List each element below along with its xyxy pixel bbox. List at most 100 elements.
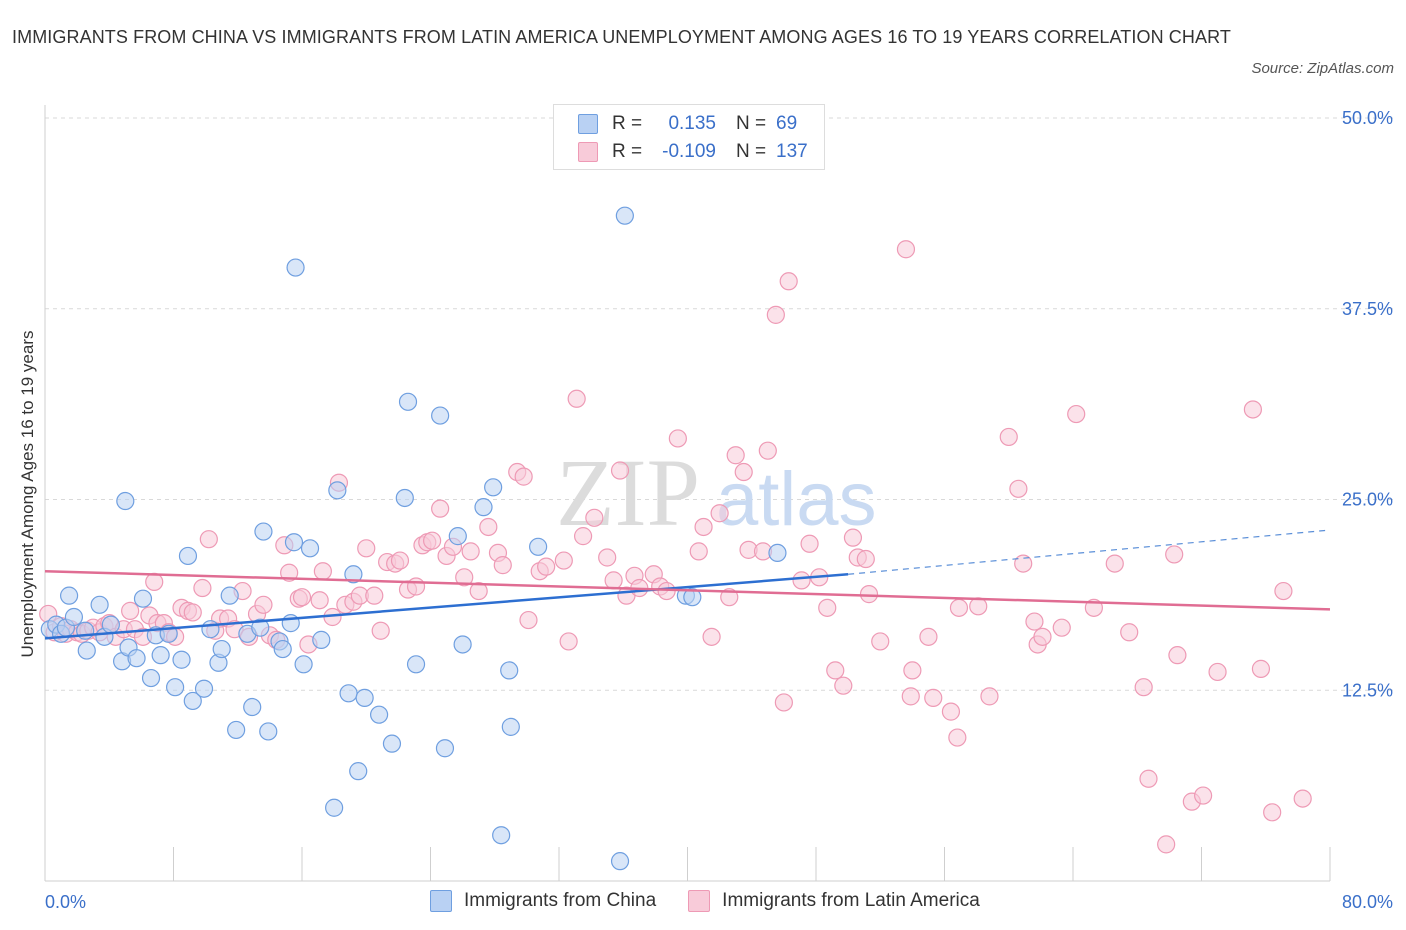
china-point xyxy=(615,206,634,225)
latin-america-point xyxy=(431,499,450,518)
latin-america-point xyxy=(406,577,426,596)
legend-swatch-china xyxy=(578,114,598,134)
latin-america-point xyxy=(371,621,390,640)
latin-america-point xyxy=(779,272,798,291)
latin-america-point xyxy=(980,687,999,706)
latin-america-point xyxy=(1243,400,1263,419)
china-point xyxy=(183,691,202,711)
legend-row-latin-america: R = -0.109 N = 137 xyxy=(578,139,808,165)
latin-america-point xyxy=(689,542,708,561)
bottom-legend-item-china: Immigrants from China xyxy=(430,890,656,912)
latin-america-point xyxy=(292,588,312,607)
latin-america-point xyxy=(1120,623,1139,642)
latin-america-point xyxy=(479,517,498,537)
latin-america-point xyxy=(519,610,538,630)
china-point xyxy=(474,498,493,517)
latin-america-point xyxy=(610,461,630,480)
china-point xyxy=(284,533,304,552)
legend-n-label: N = xyxy=(736,141,767,162)
y-tick-label: 50.0% xyxy=(1342,108,1393,128)
latin-america-point xyxy=(734,462,753,482)
latin-america-point xyxy=(1194,786,1213,805)
china-point xyxy=(398,392,418,411)
china-point xyxy=(492,826,511,845)
china-point xyxy=(370,705,389,724)
latin-america-point xyxy=(999,427,1018,447)
china-point xyxy=(500,661,519,680)
china-trend-extension xyxy=(848,529,1331,575)
legend-n-value: 69 xyxy=(776,113,798,134)
china-point xyxy=(768,543,787,563)
latin-america-point xyxy=(1052,618,1071,637)
latin-america-point xyxy=(1033,627,1052,646)
latin-america-point xyxy=(199,530,218,549)
latin-america-point xyxy=(604,571,623,590)
china-point xyxy=(90,595,109,614)
china-point xyxy=(312,630,331,649)
china-point xyxy=(194,679,214,698)
latin-america-point xyxy=(390,551,410,570)
china-point xyxy=(259,722,278,741)
latin-america-point xyxy=(1251,659,1271,678)
china-point xyxy=(529,537,548,556)
points-layer xyxy=(39,206,1312,871)
latin-america-point xyxy=(1208,662,1227,682)
y-axis-label: Unemployment Among Ages 16 to 19 years xyxy=(18,331,37,658)
bottom-legend-label-china: Immigrants from China xyxy=(464,890,657,911)
latin-america-point xyxy=(896,240,916,259)
latin-america-point xyxy=(941,702,961,721)
x-tick-label: 0.0% xyxy=(45,892,86,912)
china-point xyxy=(212,639,231,659)
y-tick-label: 12.5% xyxy=(1342,680,1393,700)
bottom-legend-swatch-china xyxy=(430,890,452,912)
china-point xyxy=(484,478,503,497)
latin-america-point xyxy=(493,556,512,575)
latin-america-point xyxy=(254,595,273,614)
latin-america-point xyxy=(856,549,875,569)
bottom-legend: Immigrants from China Immigrants from La… xyxy=(430,890,1012,912)
china-point xyxy=(300,539,320,558)
china-point xyxy=(220,586,239,605)
latin-america-point xyxy=(702,627,721,646)
legend-swatch-latin-america xyxy=(578,142,598,162)
latin-america-point xyxy=(313,562,332,581)
bottom-legend-swatch-latin-america xyxy=(688,890,711,912)
latin-america-point xyxy=(514,467,533,486)
china-point xyxy=(382,734,402,753)
latin-america-point xyxy=(792,571,811,590)
china-point xyxy=(64,607,84,627)
china-point xyxy=(395,488,414,508)
chart-title: IMMIGRANTS FROM CHINA VS IMMIGRANTS FROM… xyxy=(12,27,1231,47)
legend-n-value: 137 xyxy=(776,141,808,162)
latin-america-point xyxy=(469,581,488,601)
china-point xyxy=(116,491,135,511)
china-point xyxy=(127,649,146,668)
latin-america-point xyxy=(948,728,967,747)
china-point xyxy=(178,546,198,566)
latin-america-point xyxy=(668,429,687,448)
latin-america-trend-line xyxy=(44,569,1331,611)
china-point xyxy=(251,618,270,637)
latin-america-point xyxy=(1263,803,1282,822)
china-point xyxy=(448,527,467,546)
legend-row-china: R = 0.135 N = 69 xyxy=(578,111,797,137)
latin-america-point xyxy=(758,441,777,460)
china-trend-line xyxy=(44,573,849,640)
china-point xyxy=(243,697,262,717)
x-tick-label: 80.0% xyxy=(1342,892,1393,912)
source-label: Source: ZipAtlas.com xyxy=(1251,60,1394,77)
china-point xyxy=(406,655,426,674)
latin-america-point xyxy=(598,548,617,567)
china-point xyxy=(328,481,347,500)
latin-america-point xyxy=(1134,678,1153,697)
latin-america-point xyxy=(919,627,938,646)
china-point xyxy=(325,798,344,817)
latin-america-point xyxy=(924,688,943,707)
china-point xyxy=(294,655,313,674)
latin-america-point xyxy=(280,563,299,582)
china-point xyxy=(344,565,363,584)
china-point xyxy=(172,650,191,669)
bottom-legend-item-latin-america: Immigrants from Latin America xyxy=(688,890,980,912)
latin-america-point xyxy=(1139,769,1158,788)
latin-america-point xyxy=(559,632,578,651)
